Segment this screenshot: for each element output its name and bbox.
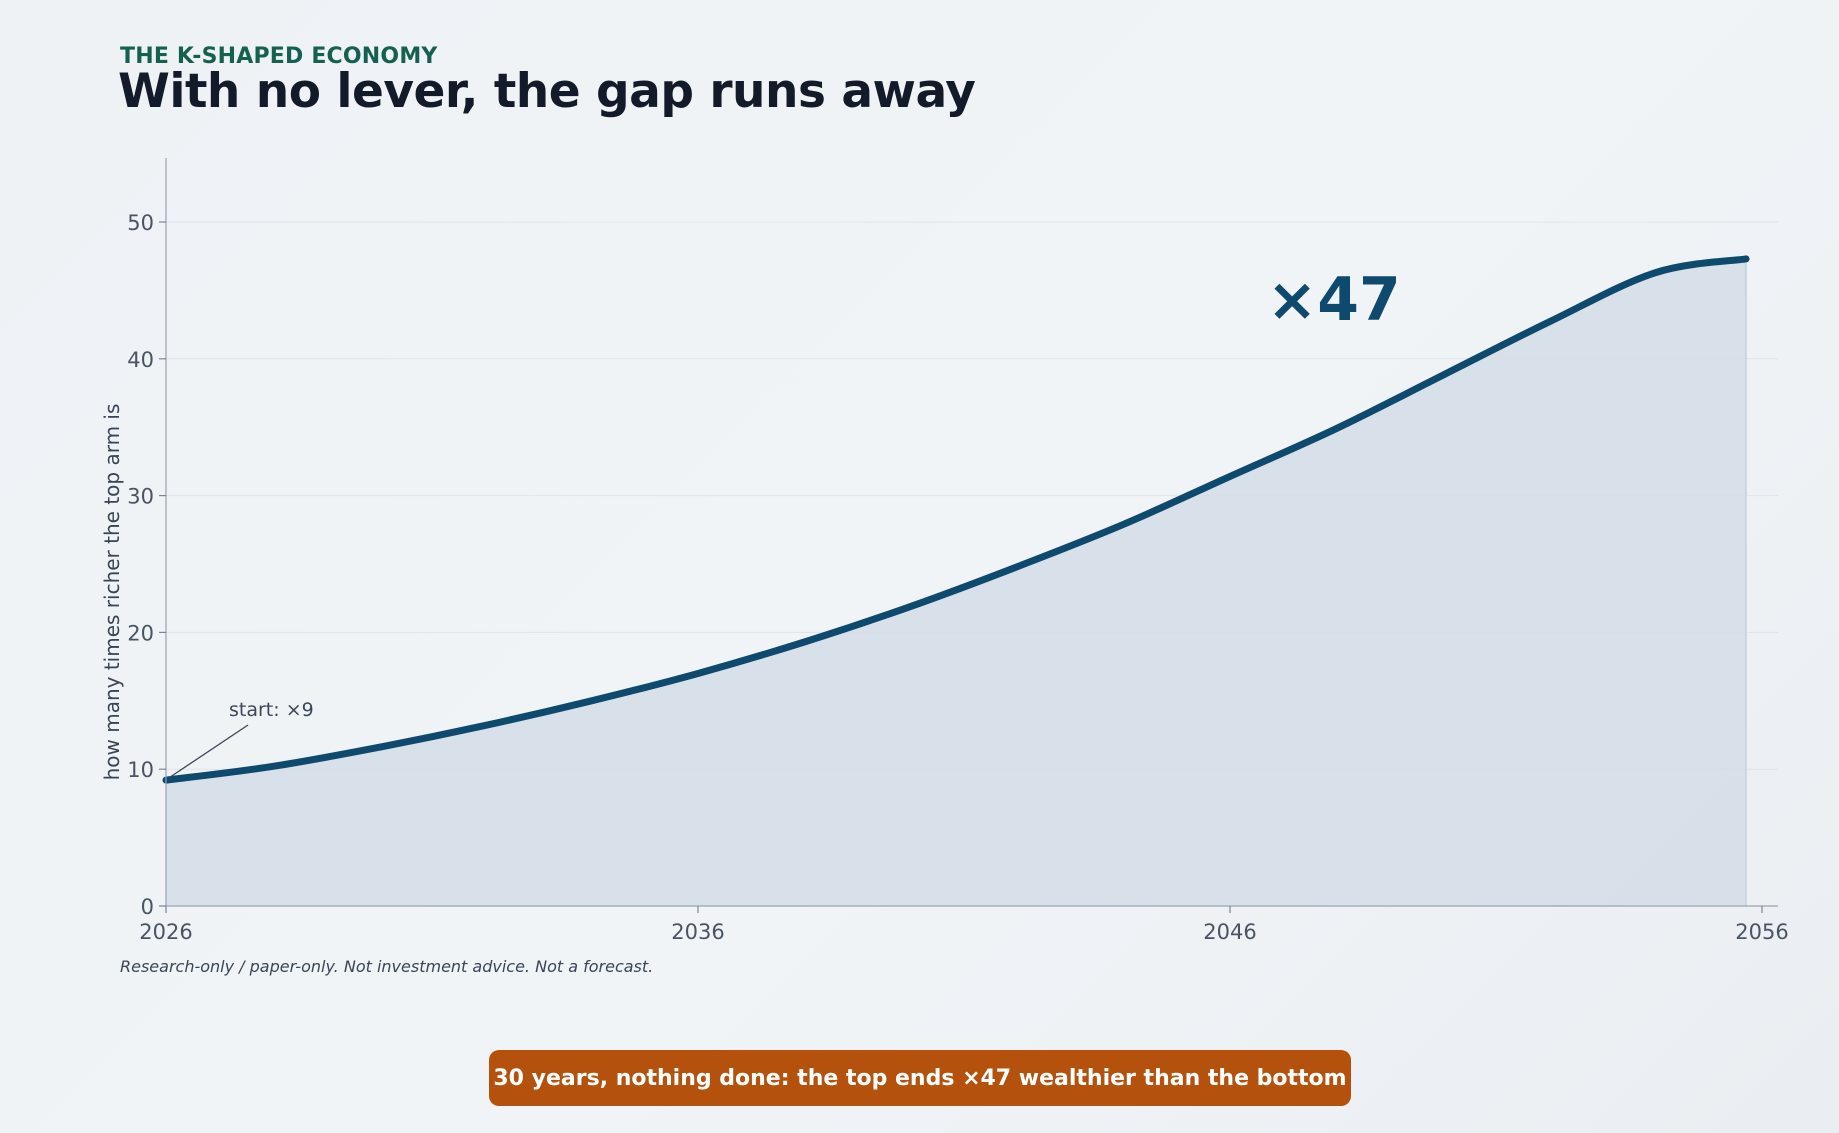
y-axis-label: how many times richer the top arm is: [100, 404, 124, 781]
x-tick-label: 2046: [1203, 920, 1256, 944]
chart-kicker: THE K-SHAPED ECONOMY: [120, 44, 438, 69]
y-tick-label: 50: [127, 211, 154, 235]
summary-banner: 30 years, nothing done: the top ends ×47…: [489, 1050, 1351, 1106]
y-tick-label: 20: [127, 621, 154, 645]
x-tick-label: 2056: [1735, 920, 1788, 944]
y-tick-labels: 0 10 20 30 40 50: [127, 211, 166, 919]
y-tick-label: 0: [141, 895, 154, 919]
series-line: [162, 255, 1750, 784]
x-tick-labels: 2026 2036 2046 2056: [139, 906, 1789, 944]
chart-title: With no lever, the gap runs away: [118, 64, 976, 119]
start-annotation: start: ×9: [229, 699, 314, 721]
y-tick-label: 40: [127, 348, 154, 372]
y-tick-label: 30: [127, 485, 154, 509]
y-tick-label: 10: [127, 758, 154, 782]
area-fill: [166, 258, 1747, 906]
end-value-annotation: ×47: [1267, 265, 1401, 335]
x-tick-label: 2036: [671, 920, 724, 944]
disclaimer: Research-only / paper-only. Not investme…: [120, 957, 654, 976]
start-annotation-leader: [169, 724, 249, 778]
x-tick-label: 2026: [139, 920, 192, 944]
